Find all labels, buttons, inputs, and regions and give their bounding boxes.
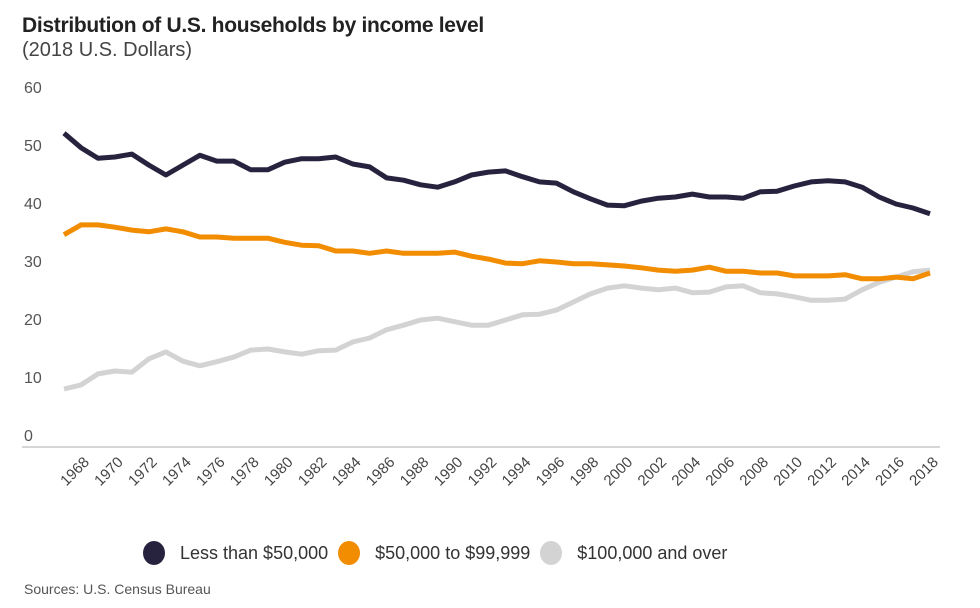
legend-item-50k-to-100k: $50,000 to $99,999	[338, 541, 530, 565]
x-tick-label: 2004	[668, 454, 704, 490]
x-tick-label: 2014	[838, 454, 874, 490]
x-tick-label: 1994	[499, 454, 535, 490]
x-tick-label: 1996	[533, 454, 569, 490]
chart-title: Distribution of U.S. households by incom…	[22, 14, 484, 37]
x-tick-label: 1988	[397, 454, 433, 490]
legend-label-50k-to-100k: $50,000 to $99,999	[375, 542, 531, 563]
x-tick-label: 1976	[193, 454, 229, 490]
x-tick-label: 2002	[635, 454, 671, 490]
x-tick-label: 1980	[261, 454, 297, 490]
series-lines	[62, 131, 931, 392]
x-tick-label: 2016	[872, 454, 908, 490]
x-tick-label: 1998	[567, 454, 603, 490]
series-line-50-000-to-99-999	[62, 222, 931, 282]
y-tick-label: 10	[24, 370, 42, 387]
x-tick-label: 2018	[906, 454, 942, 490]
x-tick-label: 2008	[736, 454, 772, 490]
y-tick-label: 40	[24, 196, 42, 213]
x-tick-label: 2000	[601, 454, 637, 490]
x-tick-label: 1978	[227, 454, 263, 490]
y-tick-label: 60	[24, 80, 42, 97]
x-tick-label: 1970	[91, 454, 127, 490]
legend-label-under-50k: Less than $50,000	[180, 542, 329, 563]
x-tick-label: 1974	[159, 454, 195, 490]
x-tick-label: 1992	[465, 454, 501, 490]
x-tick-label: 1990	[431, 454, 467, 490]
y-tick-label: 0	[24, 428, 33, 445]
legend-swatch-under-50k	[143, 541, 165, 565]
source-note: Sources: U.S. Census Bureau	[24, 581, 211, 597]
y-tick-label: 30	[24, 254, 42, 271]
x-tick-label: 1986	[363, 454, 399, 490]
legend-swatch-50k-to-100k	[338, 541, 361, 565]
x-axis: 1968197019721974197619781980198219841986…	[57, 454, 942, 490]
series-line-100-000-and-over	[63, 267, 931, 392]
legend-item-100k-and-over: $100,000 and over	[540, 541, 727, 565]
legend-swatch-100k-and-over	[540, 541, 563, 565]
x-tick-label: 1968	[57, 454, 93, 490]
x-tick-label: 2012	[804, 454, 840, 490]
x-tick-label: 2006	[702, 454, 738, 490]
x-tick-label: 1972	[125, 454, 161, 490]
x-tick-label: 1982	[295, 454, 331, 490]
y-tick-label: 20	[24, 312, 42, 329]
legend-label-100k-and-over: $100,000 and over	[577, 542, 728, 563]
legend-item-under-50k: Less than $50,000	[143, 541, 328, 565]
series-line-less-than-50-000	[62, 131, 931, 217]
x-tick-label: 1984	[329, 454, 365, 490]
legend: Less than $50,000 $50,000 to $99,999 $10…	[143, 541, 737, 565]
y-axis: 0 10 20 30 40 50 60	[24, 80, 42, 445]
y-tick-label: 50	[24, 138, 42, 155]
x-tick-label: 2010	[770, 454, 806, 490]
chart-subtitle: (2018 U.S. Dollars)	[22, 39, 193, 61]
